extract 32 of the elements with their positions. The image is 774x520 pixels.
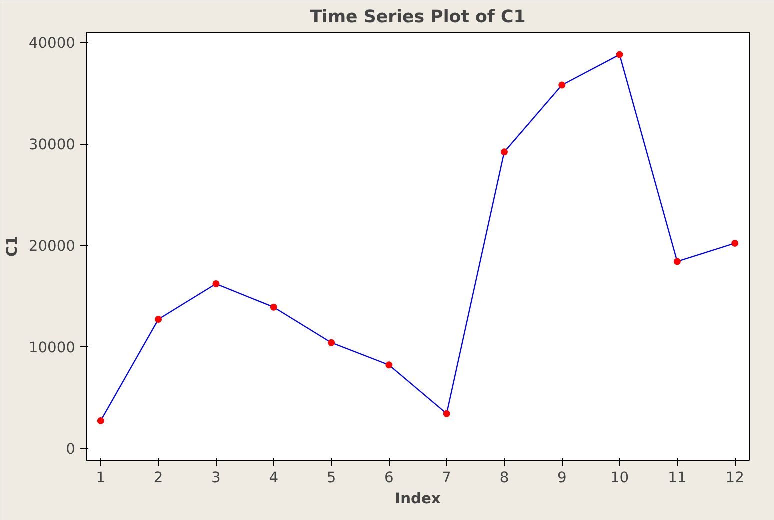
point <box>732 240 739 247</box>
point <box>616 51 624 58</box>
point <box>386 362 393 369</box>
point <box>674 258 681 266</box>
point <box>155 316 162 324</box>
x-tick-label: 12 <box>726 470 744 486</box>
x-tick-label: 4 <box>269 470 279 486</box>
point <box>558 82 566 89</box>
x-tick-label: 1 <box>96 470 106 486</box>
y-tick-label: 0 <box>66 440 76 458</box>
x-tick-label: 9 <box>557 470 567 486</box>
point <box>212 280 220 288</box>
point <box>97 417 104 424</box>
x-tick-label: 3 <box>212 470 221 486</box>
x-tick-label: 2 <box>154 470 164 486</box>
y-tick-label: 30000 <box>28 136 76 154</box>
x-tick-label: 8 <box>500 470 510 486</box>
y-tick-label: 20000 <box>28 238 76 255</box>
x-tick-label: 11 <box>668 470 687 486</box>
y-tick-label: 10000 <box>28 339 76 356</box>
x-tick-label: 10 <box>610 470 630 486</box>
point <box>443 410 450 418</box>
x-axis-title: Index <box>395 490 442 508</box>
x-tick-label: 6 <box>384 470 394 486</box>
x-tick-label: 7 <box>442 470 452 486</box>
point <box>500 148 508 156</box>
y-axis-title: C1 <box>4 236 21 257</box>
chart-title: Time Series Plot of C1 <box>310 8 526 28</box>
point <box>270 304 278 311</box>
point <box>328 339 336 346</box>
x-tick-label: 5 <box>326 470 336 486</box>
y-tick-label: 40000 <box>28 35 76 52</box>
